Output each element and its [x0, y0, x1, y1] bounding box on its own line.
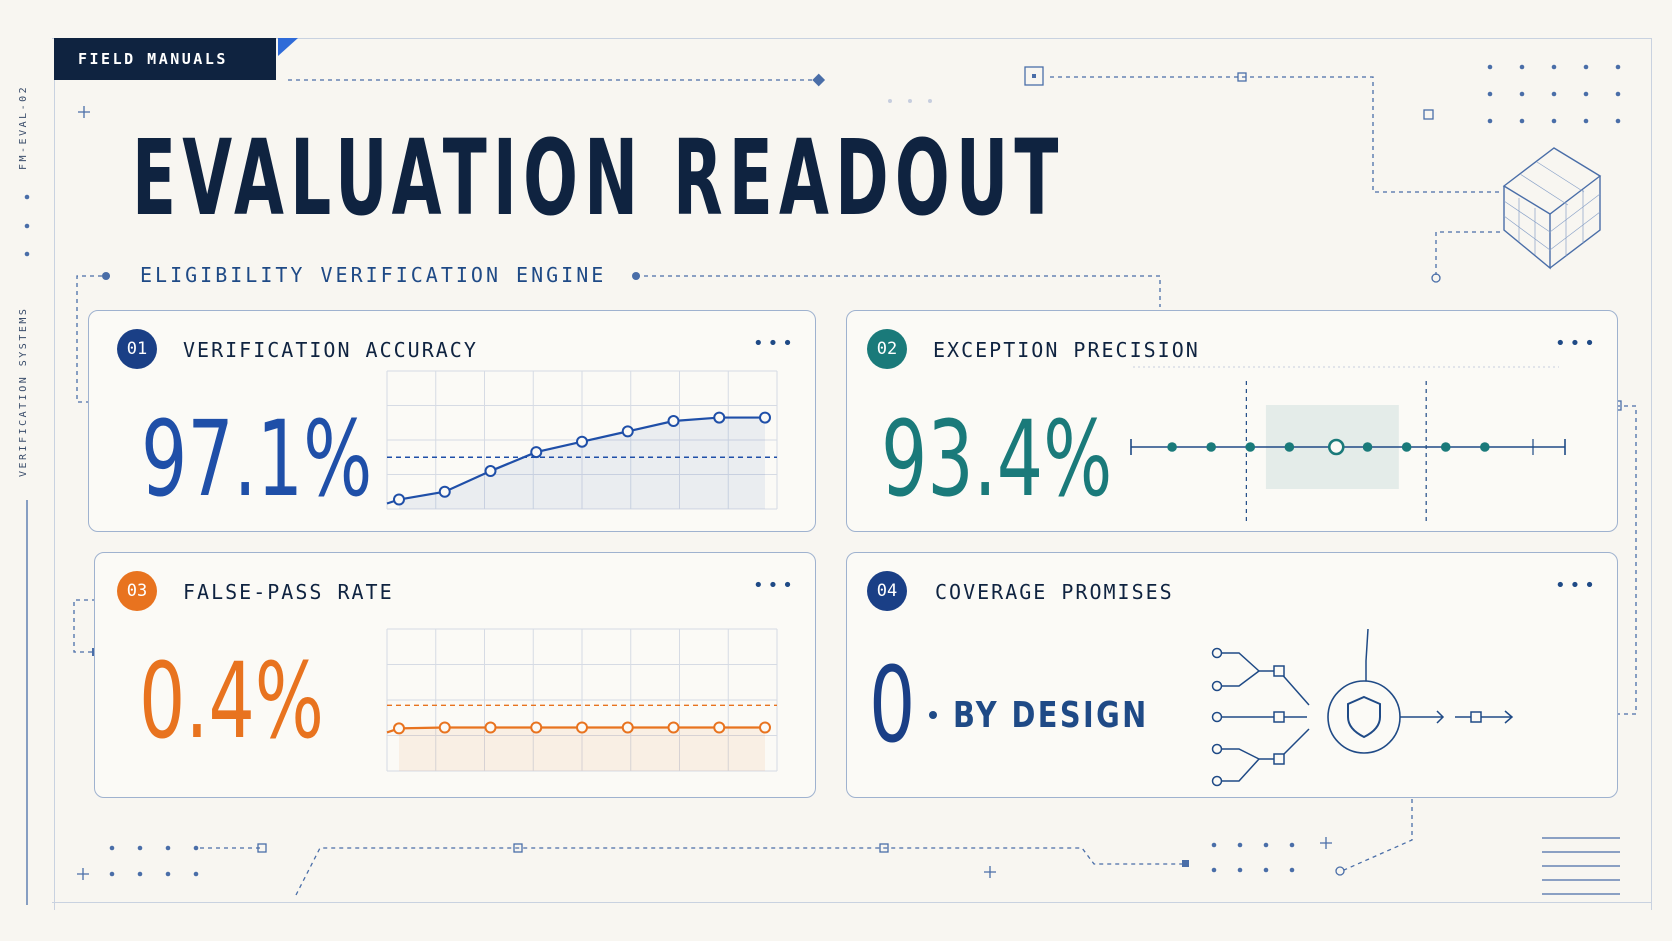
tag-corner-accent — [278, 38, 298, 56]
data-point — [1245, 442, 1256, 452]
data-point — [393, 493, 405, 506]
card-title: VERIFICATION ACCURACY — [183, 338, 478, 362]
data-point — [1167, 442, 1177, 452]
card-false-pass-rate: 03 FALSE-PASS RATE ••• 0.4% — [94, 552, 816, 798]
data-point — [1401, 442, 1412, 452]
data-point — [621, 425, 634, 438]
data-point — [1206, 442, 1216, 452]
input-nodes — [1211, 647, 1482, 787]
card-verification-accuracy: 01 VERIFICATION ACCURACY ••• 97.1% — [88, 310, 816, 532]
metric-value: 97.1% — [141, 398, 373, 520]
data-point — [484, 721, 497, 734]
card-number-badge: 01 — [117, 329, 157, 369]
more-options-button[interactable]: ••• — [753, 333, 797, 354]
side-section-label: VERIFICATION SYSTEMS — [18, 306, 29, 477]
data-point — [530, 721, 543, 734]
card-title: FALSE-PASS RATE — [183, 580, 394, 604]
page-subtitle: ELIGIBILITY VERIFICATION ENGINE — [140, 263, 607, 287]
series-line — [386, 726, 765, 734]
accuracy-line-chart — [386, 370, 778, 510]
metric-value: 0 — [869, 644, 916, 766]
series-line — [386, 416, 765, 505]
shield-icon — [1347, 695, 1381, 739]
data-point — [484, 465, 497, 478]
frame-bottom-rule — [52, 902, 1652, 903]
cube-icon — [1502, 147, 1602, 270]
area-fill — [399, 727, 765, 771]
field-manuals-tag: FIELD MANUALS — [54, 38, 276, 80]
more-options-button[interactable]: ••• — [1555, 333, 1599, 354]
more-options-button[interactable]: ••• — [753, 575, 797, 596]
data-point — [713, 411, 726, 424]
metric-value: 93.4% — [881, 398, 1113, 520]
data-point — [1284, 442, 1295, 452]
card-number-badge: 02 — [867, 329, 907, 369]
bullet-dot — [929, 711, 937, 719]
data-point — [667, 721, 680, 734]
frame-left-rule — [54, 38, 55, 910]
coverage-flow-diagram — [1211, 628, 1514, 787]
data-point — [438, 485, 451, 498]
card-number-badge: 03 — [117, 571, 157, 611]
card-number-badge: 04 — [867, 571, 907, 611]
area-fill — [399, 417, 765, 509]
by-design-label: BY DESIGN — [953, 695, 1149, 736]
data-point — [393, 722, 405, 735]
side-document-code: FM-EVAL-02 — [18, 84, 29, 170]
card-exception-precision: 02 EXCEPTION PRECISION ••• 93.4% — [846, 310, 1618, 532]
frame-top-rule — [52, 38, 1652, 39]
data-point — [713, 721, 726, 734]
data-point — [667, 415, 680, 428]
data-point — [530, 446, 543, 459]
data-point — [1480, 442, 1490, 452]
data-point — [576, 435, 588, 448]
shield-node — [1327, 680, 1401, 754]
more-options-button[interactable]: ••• — [1555, 575, 1599, 596]
precision-strip-chart — [1130, 366, 1566, 521]
data-point — [1327, 438, 1345, 456]
card-coverage-promises: 04 COVERAGE PROMISES ••• 0 BY DESIGN — [846, 552, 1618, 798]
data-point — [576, 721, 588, 734]
card-title: COVERAGE PROMISES — [935, 580, 1174, 604]
page-title: EVALUATION READOUT — [132, 117, 1065, 239]
data-point — [1362, 442, 1373, 452]
data-point — [438, 721, 451, 734]
data-point — [759, 411, 771, 424]
data-point — [1440, 442, 1451, 452]
card-title: EXCEPTION PRECISION — [933, 338, 1200, 362]
metric-value: 0.4% — [139, 640, 324, 762]
false-pass-line-chart — [386, 628, 778, 772]
data-point — [621, 721, 634, 734]
frame-right-rule — [1651, 38, 1652, 910]
data-point — [759, 721, 771, 734]
